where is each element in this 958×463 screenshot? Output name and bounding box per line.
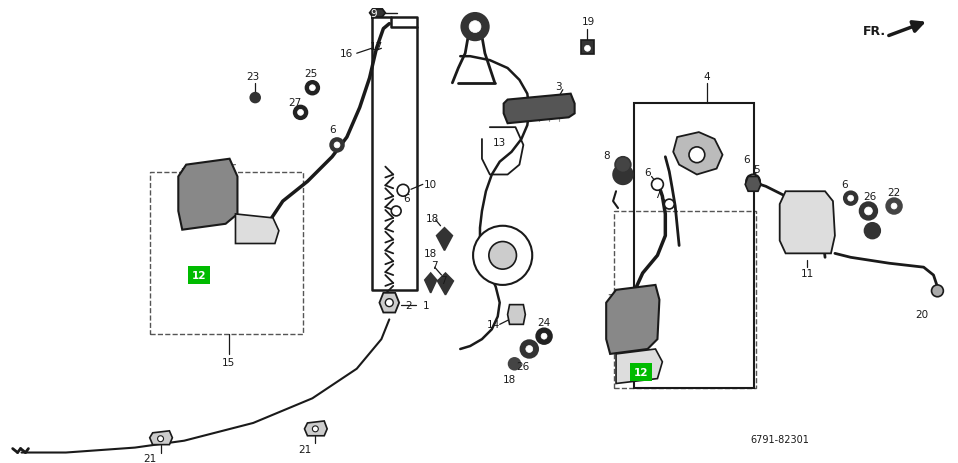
Text: 27: 27 (288, 97, 301, 107)
Polygon shape (149, 431, 172, 444)
Circle shape (306, 81, 319, 95)
Polygon shape (236, 214, 279, 244)
Polygon shape (379, 293, 399, 313)
Text: 8: 8 (603, 150, 609, 160)
Text: 25: 25 (304, 69, 317, 79)
Polygon shape (616, 349, 662, 384)
Text: 15: 15 (222, 357, 236, 367)
Circle shape (298, 110, 304, 116)
Text: 11: 11 (801, 269, 814, 278)
Polygon shape (178, 159, 238, 230)
Bar (634, 103, 754, 388)
Text: 6: 6 (403, 194, 410, 204)
Circle shape (158, 436, 164, 442)
Circle shape (541, 333, 547, 339)
Circle shape (891, 204, 897, 210)
Text: 1: 1 (422, 300, 429, 310)
Text: 6: 6 (329, 125, 335, 135)
Polygon shape (673, 133, 722, 175)
Text: 18: 18 (426, 213, 440, 223)
Circle shape (312, 426, 318, 432)
Text: FR.: FR. (863, 25, 886, 38)
Text: 14: 14 (488, 319, 500, 330)
Polygon shape (305, 421, 328, 436)
Polygon shape (370, 10, 385, 18)
Text: 17: 17 (370, 42, 383, 52)
Text: 6: 6 (742, 154, 749, 164)
Circle shape (689, 148, 705, 163)
Circle shape (848, 196, 854, 202)
Circle shape (615, 157, 630, 173)
Text: 6: 6 (841, 180, 848, 190)
Circle shape (473, 226, 533, 285)
Polygon shape (606, 285, 659, 354)
Text: 2: 2 (405, 300, 412, 310)
Circle shape (461, 14, 489, 41)
Text: 3: 3 (556, 81, 562, 92)
Circle shape (309, 86, 315, 92)
Circle shape (526, 346, 533, 353)
Text: 19: 19 (582, 17, 595, 27)
Text: 12: 12 (633, 367, 648, 377)
Text: 7: 7 (440, 275, 446, 285)
Circle shape (391, 206, 401, 216)
Circle shape (886, 199, 901, 214)
Text: 9: 9 (370, 9, 376, 19)
Text: 7: 7 (431, 261, 438, 270)
Polygon shape (504, 94, 575, 124)
Circle shape (469, 22, 481, 33)
Circle shape (509, 358, 520, 370)
Text: 24: 24 (537, 318, 551, 328)
Circle shape (664, 200, 674, 210)
Polygon shape (745, 177, 761, 192)
Circle shape (613, 165, 633, 185)
Polygon shape (780, 192, 835, 254)
Circle shape (334, 143, 340, 149)
Text: 26: 26 (863, 192, 876, 202)
Bar (149, 172, 303, 334)
Circle shape (331, 139, 344, 152)
Circle shape (859, 203, 878, 220)
Text: 13: 13 (493, 138, 507, 148)
Text: 4: 4 (703, 72, 710, 82)
Circle shape (584, 46, 590, 52)
Text: 23: 23 (246, 72, 260, 82)
Circle shape (864, 223, 880, 239)
Polygon shape (581, 41, 594, 55)
Text: 26: 26 (516, 361, 530, 371)
Polygon shape (508, 305, 525, 325)
Bar (614, 212, 756, 388)
Text: 12: 12 (192, 270, 206, 281)
Text: 20: 20 (915, 310, 928, 320)
Circle shape (844, 192, 857, 206)
Circle shape (489, 242, 516, 269)
Text: 16: 16 (340, 49, 354, 59)
Text: 21: 21 (143, 453, 156, 463)
Circle shape (651, 179, 663, 191)
Circle shape (746, 175, 760, 189)
Circle shape (864, 207, 873, 215)
Text: 5: 5 (753, 164, 760, 174)
Circle shape (250, 94, 261, 103)
Text: 22: 22 (887, 188, 901, 198)
Polygon shape (424, 274, 437, 293)
Polygon shape (437, 228, 452, 251)
Polygon shape (438, 274, 453, 295)
FancyBboxPatch shape (188, 267, 210, 284)
Text: 18: 18 (424, 249, 437, 259)
Text: 18: 18 (503, 374, 516, 384)
Circle shape (294, 106, 308, 120)
Circle shape (931, 285, 944, 297)
Text: 10: 10 (424, 180, 437, 190)
Text: 21: 21 (298, 444, 311, 454)
Circle shape (385, 299, 393, 307)
Circle shape (520, 340, 538, 358)
Circle shape (536, 329, 552, 344)
Circle shape (398, 185, 409, 197)
FancyBboxPatch shape (629, 363, 651, 381)
Text: 7: 7 (654, 190, 661, 200)
Text: 6: 6 (645, 167, 650, 177)
Text: 6791-82301: 6791-82301 (750, 434, 810, 444)
